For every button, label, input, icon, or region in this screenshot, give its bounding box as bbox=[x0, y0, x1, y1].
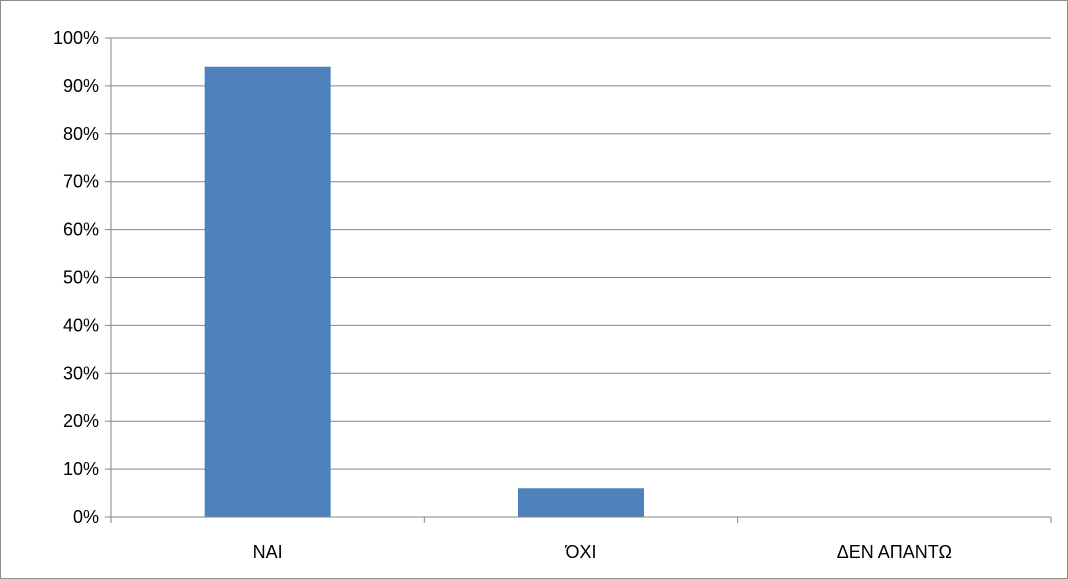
y-tick-label: 100% bbox=[53, 28, 99, 48]
x-category-label: ΔΕΝ ΑΠΑΝΤΩ bbox=[837, 542, 952, 562]
y-tick-label: 20% bbox=[63, 411, 99, 431]
y-tick-label: 10% bbox=[63, 459, 99, 479]
y-tick-label: 60% bbox=[63, 220, 99, 240]
y-tick-label: 80% bbox=[63, 124, 99, 144]
y-tick-label: 50% bbox=[63, 268, 99, 288]
bar bbox=[204, 66, 331, 518]
y-tick-label: 90% bbox=[63, 76, 99, 96]
x-category-label: ΝΑΙ bbox=[253, 542, 283, 562]
bars bbox=[204, 66, 644, 518]
x-category-label: ΌΧΙ bbox=[565, 542, 597, 562]
y-tick-label: 40% bbox=[63, 315, 99, 335]
x-category-labels: ΝΑΙ ΌΧΙ ΔΕΝ ΑΠΑΝΤΩ bbox=[253, 542, 952, 562]
axes bbox=[105, 37, 1052, 523]
y-tick-label: 0% bbox=[73, 507, 99, 527]
bar bbox=[518, 488, 644, 517]
y-tick-label: 70% bbox=[63, 172, 99, 192]
y-tick-labels: 0% 10% 20% 30% 40% 50% 60% 70% 80% 90% 100% bbox=[53, 28, 99, 527]
y-tick-label: 30% bbox=[63, 363, 99, 383]
